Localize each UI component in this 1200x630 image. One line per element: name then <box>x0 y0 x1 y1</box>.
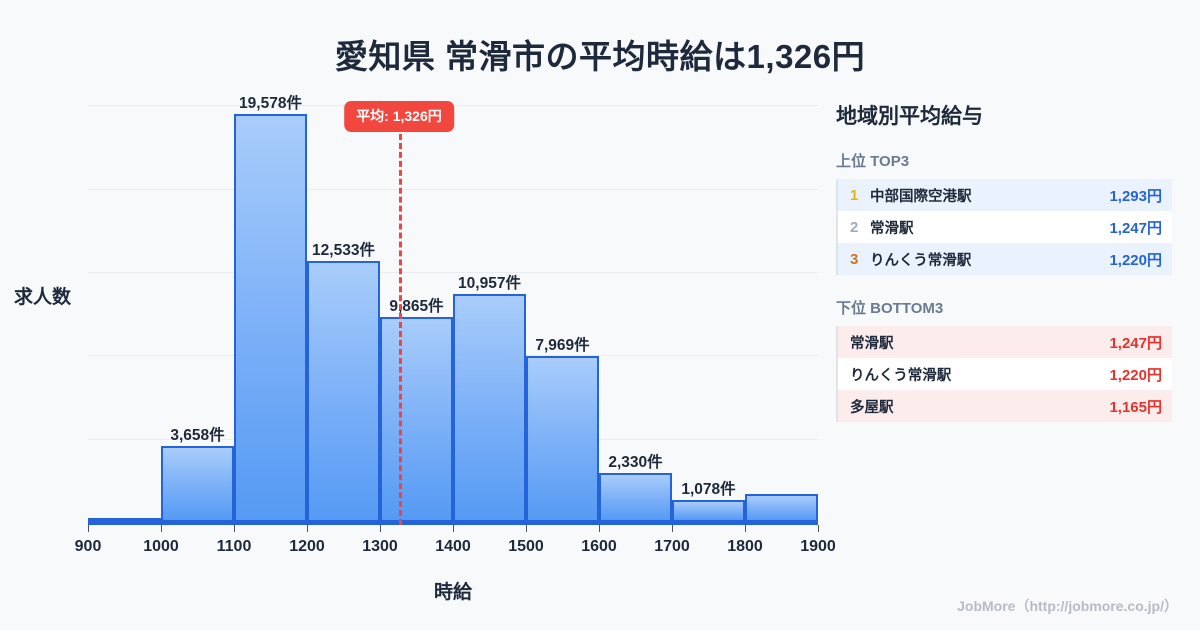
rank-row[interactable]: 3 りんくう常滑駅 1,220円 <box>838 243 1172 275</box>
x-tick-label: 1000 <box>143 538 179 555</box>
gridline <box>88 188 818 190</box>
rank-wage-value: 1,247円 <box>1109 334 1162 352</box>
x-tick-label: 1600 <box>581 538 617 555</box>
x-tick-mark <box>380 525 381 532</box>
rank-row[interactable]: りんくう常滑駅 1,220円 <box>838 358 1172 390</box>
bar <box>599 473 672 522</box>
x-tick-label: 1800 <box>727 538 763 555</box>
plot-area <box>88 95 818 522</box>
x-tick-label: 1700 <box>654 538 690 555</box>
side-panel-title: 地域別平均給与 <box>836 105 983 128</box>
bar <box>672 499 745 522</box>
average-line <box>398 134 402 525</box>
gridline <box>88 272 818 274</box>
rank-wage-value: 1,165円 <box>1109 398 1162 416</box>
rank-station-name: 多屋駅 <box>850 399 894 416</box>
bar-value-label: 1,078件 <box>681 480 736 498</box>
y-axis-title: 求人数 <box>14 287 72 308</box>
bar-value-label: 12,533件 <box>312 241 375 259</box>
x-tick-mark <box>672 525 673 532</box>
x-tick-label: 1200 <box>289 538 325 555</box>
rank-row[interactable]: 多屋駅 1,165円 <box>838 390 1172 422</box>
x-tick-label: 1100 <box>216 538 252 555</box>
rank-station-name: りんくう常滑駅 <box>870 252 972 269</box>
bottom3-heading: 下位 BOTTOM3 <box>836 300 944 317</box>
rank-wage-value: 1,220円 <box>1109 251 1162 269</box>
rank-station-name: 常滑駅 <box>870 220 914 237</box>
rank-row[interactable]: 2 常滑駅 1,247円 <box>838 211 1172 243</box>
x-tick-label: 1400 <box>435 538 471 555</box>
x-axis-line <box>88 522 818 525</box>
rank-number: 3 <box>850 250 859 268</box>
bar <box>745 493 818 522</box>
histogram-chart: 求人数 900 1000 1100 1200 1300 1400 1500 1600 1700 1… <box>0 90 836 610</box>
x-tick-label: 1500 <box>508 538 544 555</box>
x-tick-mark <box>234 525 235 532</box>
rank-row[interactable]: 常滑駅 1,247円 <box>838 326 1172 358</box>
footer-credit: JobMore（http://jobmore.co.jp/） <box>957 598 1178 614</box>
x-tick-label: 1300 <box>362 538 398 555</box>
x-tick-mark <box>599 525 600 532</box>
x-tick-mark <box>88 525 89 532</box>
bar-value-label: 10,957件 <box>458 274 521 292</box>
bar <box>161 445 234 522</box>
page-title: 愛知県 常滑市の平均時給は1,326円 <box>334 38 866 75</box>
top3-list: 1 中部国際空港駅 1,293円 2 常滑駅 1,247円 3 りんくう常滑駅 1,220円 <box>836 179 1172 275</box>
rank-number: 2 <box>850 218 859 236</box>
bar <box>234 114 307 522</box>
rank-row[interactable]: 1 中部国際空港駅 1,293円 <box>838 179 1172 211</box>
x-tick-mark <box>161 525 162 532</box>
rank-wage-value: 1,293円 <box>1109 187 1162 205</box>
bar-value-label: 19,578件 <box>239 95 302 113</box>
bottom3-list: 常滑駅 1,247円りんくう常滑駅 1,220円多屋駅 1,165円 <box>836 326 1172 422</box>
rank-station-name: 常滑駅 <box>850 335 894 352</box>
bar <box>526 356 599 522</box>
rank-station-name: りんくう常滑駅 <box>850 367 952 384</box>
bar-value-label: 3,658件 <box>170 426 225 444</box>
bar-value-label: 9,865件 <box>389 297 444 315</box>
rank-number: 1 <box>850 186 859 204</box>
rank-station-name: 中部国際空港駅 <box>870 188 972 205</box>
x-tick-mark <box>745 525 746 532</box>
x-tick-label: 900 <box>74 538 102 555</box>
bar <box>453 293 526 522</box>
x-tick-mark <box>307 525 308 532</box>
bar <box>307 260 380 522</box>
average-badge: 平均: 1,326円 <box>344 101 454 132</box>
rank-wage-value: 1,247円 <box>1109 219 1162 237</box>
top3-heading: 上位 TOP3 <box>836 153 910 170</box>
bar-value-label: 2,330件 <box>608 454 663 472</box>
bar-value-label: 7,969件 <box>535 337 590 354</box>
x-tick-label: 1900 <box>800 538 836 555</box>
rank-wage-value: 1,220円 <box>1109 366 1162 384</box>
x-tick-mark <box>818 525 819 532</box>
x-tick-mark <box>526 525 527 532</box>
side-panel: 地域別平均給与 上位 TOP3 1 中部国際空港駅 1,293円 2 常滑駅 1,247円… <box>836 100 1172 444</box>
x-tick-mark <box>453 525 454 532</box>
x-axis-title: 時給 <box>433 582 472 603</box>
bar <box>380 316 453 522</box>
bar <box>88 518 161 522</box>
